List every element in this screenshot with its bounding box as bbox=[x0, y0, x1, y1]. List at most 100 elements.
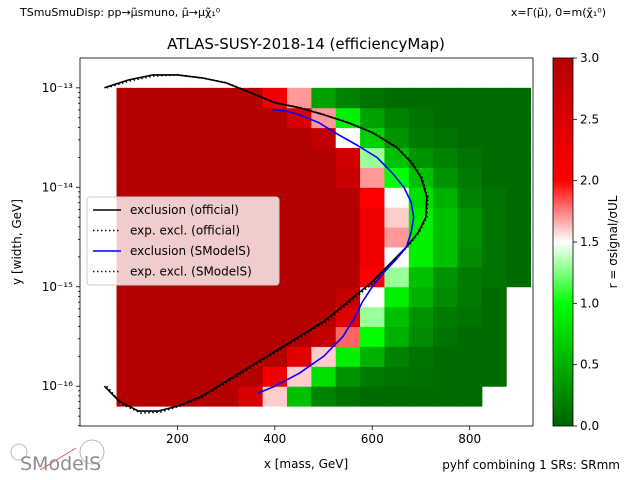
heatmap-cell bbox=[408, 107, 434, 129]
heatmap-cell bbox=[311, 326, 337, 347]
heatmap-cell bbox=[481, 147, 507, 168]
heatmap-cell bbox=[311, 266, 337, 288]
heatmap-cell bbox=[384, 207, 410, 228]
heatmap-cell bbox=[408, 87, 434, 109]
heatmap-cell bbox=[481, 127, 507, 149]
heatmap-cell bbox=[384, 127, 410, 149]
heatmap-cell bbox=[165, 346, 191, 367]
heatmap-cell bbox=[384, 107, 410, 129]
logo-text: SModelS bbox=[20, 453, 101, 475]
heatmap-cell bbox=[287, 306, 312, 328]
heatmap-cell bbox=[433, 227, 458, 248]
heatmap-cell bbox=[213, 326, 239, 347]
heatmap-cell bbox=[140, 326, 166, 347]
heatmap-cell bbox=[481, 306, 507, 328]
heatmap-cell bbox=[262, 147, 288, 168]
logo-track-icon bbox=[39, 447, 77, 471]
heatmap-cell bbox=[457, 187, 483, 208]
heatmap-cell bbox=[506, 266, 532, 288]
heatmap-cell bbox=[360, 386, 385, 407]
heatmap-cell bbox=[311, 167, 337, 188]
heatmap-cell bbox=[311, 207, 337, 228]
heatmap-cell bbox=[360, 207, 385, 228]
heatmap-cell bbox=[140, 306, 166, 328]
colorbar-tick-label: 1.0 bbox=[580, 296, 599, 310]
heatmap-cell bbox=[165, 286, 191, 308]
heatmap-cell bbox=[238, 306, 264, 328]
logo-orbit-icon-2 bbox=[79, 439, 105, 465]
heatmap-cell bbox=[238, 366, 264, 387]
heatmap-cell bbox=[262, 127, 288, 149]
heatmap-cell bbox=[189, 366, 215, 387]
heatmap-cell bbox=[433, 107, 458, 129]
heatmap-cell bbox=[384, 366, 410, 387]
x-axis-ticks: 200 400 600 800 bbox=[166, 426, 481, 446]
heatmap-cell bbox=[189, 87, 215, 109]
heatmap-cell bbox=[457, 87, 483, 109]
heatmap-cell bbox=[287, 127, 312, 149]
heatmap-cell bbox=[433, 366, 458, 387]
heatmap-cell bbox=[457, 127, 483, 149]
heatmap-cell bbox=[287, 227, 312, 248]
heatmap-cell bbox=[140, 127, 166, 149]
heatmap-cell bbox=[457, 386, 483, 407]
colorbar-tick-label: 0.0 bbox=[580, 419, 599, 433]
header-right-label: x=Γ(μ̃), 0=m(χ̃₁⁰) bbox=[511, 6, 606, 19]
heatmap-cell bbox=[457, 207, 483, 228]
heatmap-cell bbox=[335, 87, 361, 109]
heatmap-cell bbox=[116, 167, 142, 188]
heatmap-cell bbox=[506, 207, 532, 228]
heatmap-cell bbox=[506, 87, 532, 109]
curve-exclusion-smodels bbox=[257, 108, 415, 394]
footer-note: pyhf combining 1 SRs: SRmm bbox=[442, 458, 620, 472]
heatmap-cell bbox=[384, 326, 410, 347]
heatmap-cell bbox=[408, 187, 434, 208]
heatmap-cell bbox=[262, 306, 288, 328]
heatmap-cell bbox=[408, 147, 434, 168]
heatmap-cell bbox=[116, 346, 142, 367]
heatmap-cell bbox=[116, 326, 142, 347]
heatmap-cell bbox=[335, 107, 361, 129]
heatmap-cell bbox=[384, 147, 410, 168]
heatmap-cell bbox=[384, 87, 410, 109]
heatmap-cell bbox=[335, 266, 361, 288]
heatmap-cell bbox=[360, 286, 385, 308]
heatmap-cell bbox=[140, 366, 166, 387]
heatmap-cell bbox=[335, 386, 361, 407]
heatmap-cell bbox=[360, 87, 385, 109]
heatmap-cell bbox=[433, 306, 458, 328]
heatmap-cell bbox=[189, 147, 215, 168]
heatmap-cell bbox=[189, 326, 215, 347]
heatmap-cell bbox=[360, 246, 385, 268]
heatmap-cell bbox=[213, 306, 239, 328]
heatmap-cell bbox=[408, 306, 434, 328]
heatmap-cell bbox=[213, 127, 239, 149]
heatmap-cell bbox=[335, 167, 361, 188]
heatmap-cell bbox=[457, 227, 483, 248]
heatmap-cell bbox=[457, 366, 483, 387]
heatmap-cell bbox=[335, 187, 361, 208]
heatmap-cell bbox=[433, 207, 458, 228]
heatmap-cell bbox=[506, 147, 532, 168]
heatmap-cell bbox=[481, 187, 507, 208]
heatmap-cell bbox=[408, 127, 434, 149]
heatmap-cell bbox=[506, 107, 532, 129]
heatmap-cell bbox=[433, 286, 458, 308]
heatmap-cell bbox=[213, 167, 239, 188]
heatmap-cell bbox=[189, 107, 215, 129]
heatmap-cell bbox=[262, 346, 288, 367]
heatmap-cell bbox=[360, 187, 385, 208]
heatmap-cell bbox=[457, 326, 483, 347]
curve-exp-excl-official bbox=[106, 74, 429, 414]
heatmap-cell bbox=[506, 187, 532, 208]
heatmap-cell bbox=[481, 346, 507, 367]
heatmap-cell bbox=[481, 87, 507, 109]
heatmap-cell bbox=[262, 326, 288, 347]
heatmap-cell bbox=[433, 326, 458, 347]
heatmap-cell bbox=[311, 227, 337, 248]
legend-box bbox=[86, 196, 280, 286]
heatmap-cell bbox=[433, 266, 458, 288]
x-tick-label: 800 bbox=[458, 432, 481, 446]
heatmap-cell bbox=[506, 167, 532, 188]
heatmap-cell bbox=[360, 167, 385, 188]
